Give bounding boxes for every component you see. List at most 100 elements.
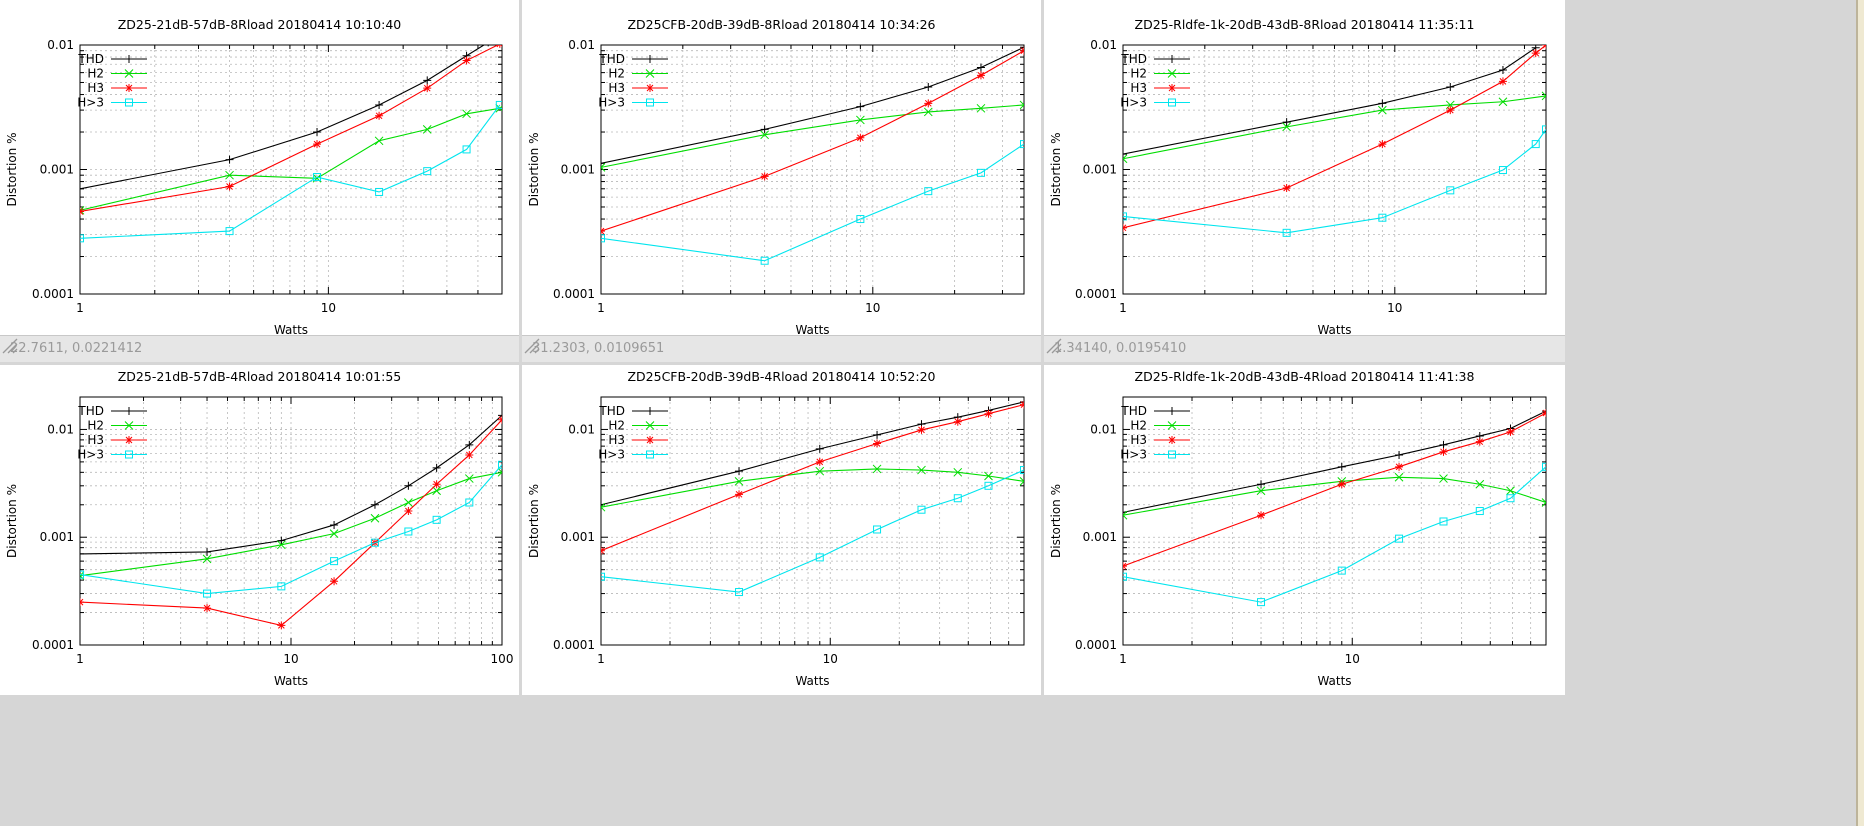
legend-marker [125, 55, 133, 63]
data-point [225, 170, 234, 180]
legend-label: THD [77, 404, 104, 418]
data-point [1542, 409, 1546, 418]
chart-title: ZD25-Rldfe-1k-20dB-43dB-8Rload 20180414 … [1135, 17, 1475, 32]
data-point [856, 215, 865, 224]
data-point [1542, 407, 1546, 416]
data-point [313, 128, 322, 137]
resize-grip-icon[interactable] [1044, 336, 1062, 354]
cursor-coordinates: 31.2303, 0.0109651 [532, 341, 665, 356]
data-point [1257, 598, 1266, 607]
y-tick-label: 0.001 [1083, 530, 1117, 544]
legend-marker [646, 436, 654, 444]
series-H>3 [601, 140, 1024, 265]
data-point [203, 604, 212, 613]
plot-window-3[interactable]: ZD25-Rldfe-1k-20dB-43dB-8Rload 20180414 … [1044, 0, 1565, 362]
data-point [856, 102, 865, 111]
data-point [465, 440, 474, 449]
data-point [313, 140, 322, 149]
data-point [1439, 517, 1448, 526]
data-point [760, 125, 769, 134]
series-line [601, 468, 1024, 508]
data-point [432, 480, 441, 489]
data-point [815, 466, 825, 476]
series-line [601, 404, 1024, 552]
data-point [1378, 213, 1387, 222]
data-point [1257, 480, 1266, 489]
plot-window-4[interactable]: ZD25-21dB-57dB-4Rload 20180414 10:01:55 1… [0, 365, 519, 695]
legend-label: H>3 [598, 448, 625, 462]
data-point [404, 507, 413, 516]
legend-label: THD [598, 404, 625, 418]
x-tick-label: 10 [1387, 301, 1402, 315]
data-point [1282, 184, 1291, 193]
series-H2 [601, 100, 1024, 172]
status-bar: 22.7611, 0.0221412 [0, 335, 519, 362]
grid [601, 45, 1024, 294]
data-point [1123, 510, 1128, 520]
series-H2 [80, 467, 502, 581]
chart-title: ZD25CFB-20dB-39dB-4Rload 20180414 10:52:… [627, 369, 935, 384]
y-tick-label: 0.0001 [1075, 638, 1117, 652]
data-point [984, 409, 993, 418]
data-point [80, 234, 84, 243]
series-line [601, 401, 1024, 506]
data-point [462, 145, 471, 154]
data-point [1395, 450, 1404, 459]
legend-label: H>3 [77, 96, 104, 110]
data-point [432, 515, 441, 524]
legend-marker [1168, 84, 1176, 92]
data-point [735, 467, 744, 476]
data-point [1498, 77, 1507, 86]
data-point [976, 168, 985, 177]
data-point [601, 227, 605, 236]
data-point [1446, 106, 1455, 115]
data-point [1506, 427, 1515, 436]
y-tick-label: 0.01 [47, 38, 74, 52]
data-point [735, 490, 744, 499]
resize-grip-icon[interactable] [522, 336, 540, 354]
legend-label: H>3 [1120, 448, 1147, 462]
data-point [1020, 400, 1024, 409]
x-tick-label: 100 [491, 652, 514, 666]
resize-grip-icon[interactable] [0, 336, 18, 354]
data-point [464, 474, 474, 483]
data-point [1123, 223, 1127, 232]
chart-3: ZD25-Rldfe-1k-20dB-43dB-8Rload 20180414 … [1049, 17, 1547, 336]
data-point [1020, 45, 1024, 52]
data-point [1123, 572, 1127, 581]
data-point [1506, 486, 1515, 496]
x-tick-label: 1 [76, 652, 84, 666]
data-point [1020, 140, 1024, 149]
data-point [1498, 166, 1507, 175]
series-line [1123, 476, 1546, 516]
data-point [815, 457, 824, 466]
data-point [496, 45, 502, 48]
data-point [487, 45, 489, 47]
legend-label: H3 [608, 433, 625, 447]
data-point [423, 167, 432, 176]
data-point [1337, 566, 1346, 575]
plot-window-6[interactable]: ZD25-Rldfe-1k-20dB-43dB-4Rload 20180414 … [1044, 365, 1565, 695]
series-THD [1123, 45, 1540, 159]
data-point [953, 417, 962, 426]
data-point [1378, 140, 1387, 149]
data-point [1475, 479, 1485, 489]
plot-window-2[interactable]: ZD25CFB-20dB-39dB-8Rload 20180414 10:34:… [522, 0, 1041, 362]
data-point [80, 184, 84, 193]
data-point [1395, 462, 1404, 471]
x-axis-label: Watts [274, 674, 308, 688]
data-point [498, 411, 502, 420]
data-point [760, 172, 769, 181]
x-tick-label: 1 [597, 652, 605, 666]
legend-marker [124, 421, 134, 430]
data-point [225, 182, 234, 191]
legend-marker [1167, 421, 1177, 430]
data-point [984, 481, 993, 490]
data-point [1475, 437, 1484, 446]
plot-window-5[interactable]: ZD25CFB-20dB-39dB-4Rload 20180414 10:52:… [522, 365, 1041, 695]
data-point [601, 163, 606, 172]
cursor-coordinates: 1.34140, 0.0195410 [1054, 341, 1187, 356]
plot-window-1[interactable]: ZD25-21dB-57dB-8Rload 20180414 10:10:40 1… [0, 0, 519, 362]
legend-marker [1168, 55, 1176, 63]
data-point [203, 589, 212, 598]
